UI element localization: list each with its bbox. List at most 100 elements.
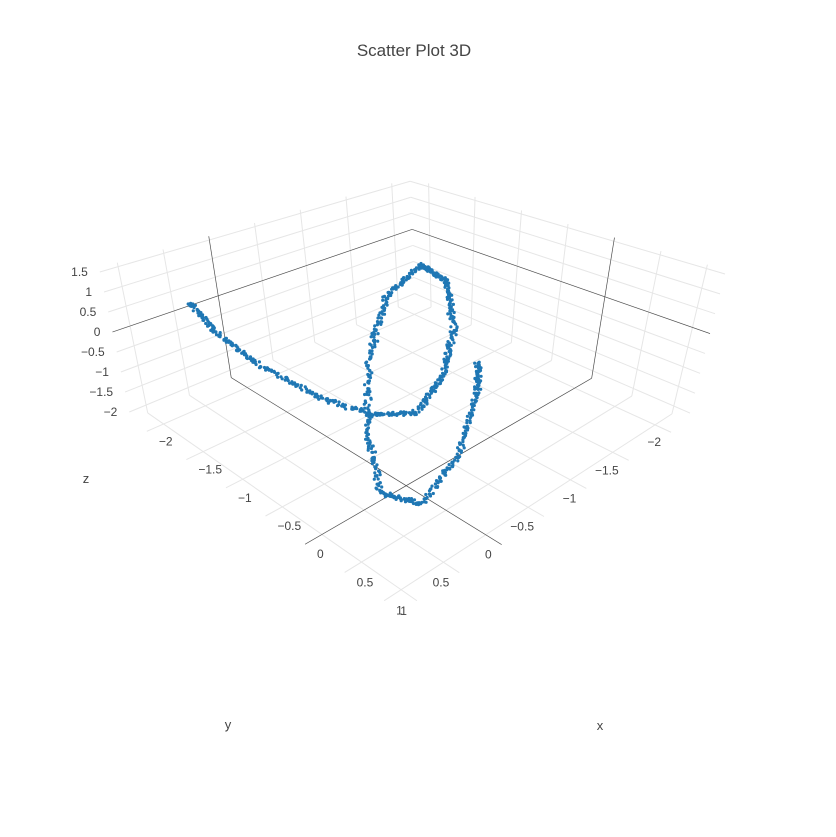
wall-gridline-z bbox=[409, 180, 726, 275]
scatter-point bbox=[417, 410, 421, 414]
scatter-point bbox=[371, 339, 376, 343]
scatter-point bbox=[218, 333, 222, 337]
scatter-point bbox=[290, 380, 294, 384]
scatter-point bbox=[438, 378, 442, 382]
scatter-point bbox=[448, 347, 452, 352]
scatter-point bbox=[253, 360, 257, 364]
y-tick-label: −1.5 bbox=[595, 463, 619, 477]
scatter-point bbox=[430, 484, 434, 488]
scatter-point bbox=[373, 345, 377, 349]
scatter-point bbox=[433, 384, 437, 388]
x-tick-label: −0.5 bbox=[278, 519, 302, 533]
scatter-point bbox=[259, 365, 263, 369]
scatter-point bbox=[474, 392, 478, 396]
scatter-point bbox=[408, 411, 412, 415]
scatter-point bbox=[326, 401, 330, 405]
scatter-point bbox=[364, 423, 368, 427]
scatter-point bbox=[377, 313, 381, 317]
scatter-point bbox=[432, 271, 436, 275]
floor-gridline-y bbox=[272, 359, 545, 517]
scatter-point bbox=[368, 440, 372, 444]
scatter-point bbox=[465, 424, 469, 429]
scatter-point bbox=[376, 477, 380, 481]
scatter-point bbox=[367, 393, 371, 397]
wall-gridline-x bbox=[671, 264, 708, 414]
scatter-point bbox=[373, 332, 377, 336]
y-tick-label: 0.5 bbox=[433, 576, 450, 590]
scatter-point bbox=[447, 281, 451, 285]
scatter-point bbox=[385, 493, 390, 497]
scatter-point bbox=[463, 429, 467, 433]
scatter-point bbox=[224, 336, 228, 340]
scatter-point bbox=[450, 460, 454, 464]
scatter-point bbox=[417, 263, 421, 267]
scatter-point bbox=[467, 411, 471, 415]
scatter-point bbox=[474, 365, 478, 369]
scatter-point bbox=[206, 319, 210, 323]
scatter-point bbox=[366, 422, 370, 426]
scatter-point bbox=[286, 378, 290, 382]
scatter-point bbox=[428, 395, 432, 400]
scatter-point bbox=[280, 377, 284, 381]
scatter-point bbox=[370, 352, 374, 356]
x-tick-label: −2 bbox=[159, 434, 173, 448]
floor-gridline-y bbox=[314, 341, 587, 489]
scatter-point bbox=[367, 375, 371, 379]
y-axis-title: y bbox=[225, 717, 232, 732]
scatter-point bbox=[450, 335, 454, 339]
scatter-point bbox=[463, 433, 468, 438]
scatter-point bbox=[378, 470, 382, 474]
x-tick-label: 1 bbox=[396, 604, 403, 618]
scatter-point bbox=[442, 281, 447, 285]
scatter-point bbox=[359, 407, 363, 411]
wall-gridline-y bbox=[345, 196, 358, 325]
scatter-point bbox=[379, 320, 383, 324]
scatter-point bbox=[452, 329, 456, 333]
scatter-point bbox=[285, 375, 289, 379]
scatter-point bbox=[396, 285, 400, 289]
scatter-point bbox=[355, 407, 359, 411]
scatter-point bbox=[204, 321, 208, 326]
scatter-point bbox=[413, 410, 417, 414]
floor-gridline-y bbox=[398, 306, 672, 433]
scatter-point bbox=[421, 404, 426, 408]
scatter-points bbox=[186, 261, 483, 507]
scatter-point bbox=[375, 323, 379, 327]
scatter-point bbox=[451, 302, 455, 306]
scatter-point bbox=[313, 395, 317, 399]
scatter-point bbox=[396, 496, 400, 500]
scatter-point bbox=[430, 385, 434, 389]
wall-gridline-x bbox=[551, 223, 569, 361]
scatter-point bbox=[445, 365, 449, 369]
scatter-point bbox=[433, 482, 438, 486]
scatter-point bbox=[441, 371, 445, 375]
scatter-point bbox=[366, 438, 370, 442]
scatter-point bbox=[411, 498, 415, 502]
scatter-point bbox=[445, 466, 449, 470]
scatter-point bbox=[457, 441, 462, 445]
y-tick-label: −0.5 bbox=[510, 520, 534, 534]
z-tick-label: 0.5 bbox=[80, 305, 97, 319]
scatter-point bbox=[454, 455, 458, 459]
wall-gridline-y bbox=[254, 222, 274, 361]
scatter-point bbox=[420, 266, 424, 270]
scatter-point bbox=[351, 407, 355, 411]
scatter-point bbox=[474, 399, 478, 403]
scatter-point bbox=[405, 275, 409, 279]
scatter-point bbox=[451, 319, 455, 323]
wall-gridline-z bbox=[99, 180, 411, 273]
scatter-point bbox=[455, 452, 459, 456]
scatter-point bbox=[438, 479, 443, 483]
scatter-point bbox=[262, 365, 267, 370]
scatter-point bbox=[436, 481, 440, 485]
scatter-point bbox=[426, 392, 430, 396]
scatter-point bbox=[404, 278, 408, 282]
scatter-point bbox=[257, 360, 261, 364]
scatter-point bbox=[473, 385, 477, 389]
scatter-point bbox=[459, 449, 463, 453]
scatter-point bbox=[427, 266, 431, 270]
x-tick-label: 0 bbox=[317, 547, 324, 561]
scatter-point bbox=[453, 458, 457, 462]
scatter-point bbox=[367, 415, 371, 419]
